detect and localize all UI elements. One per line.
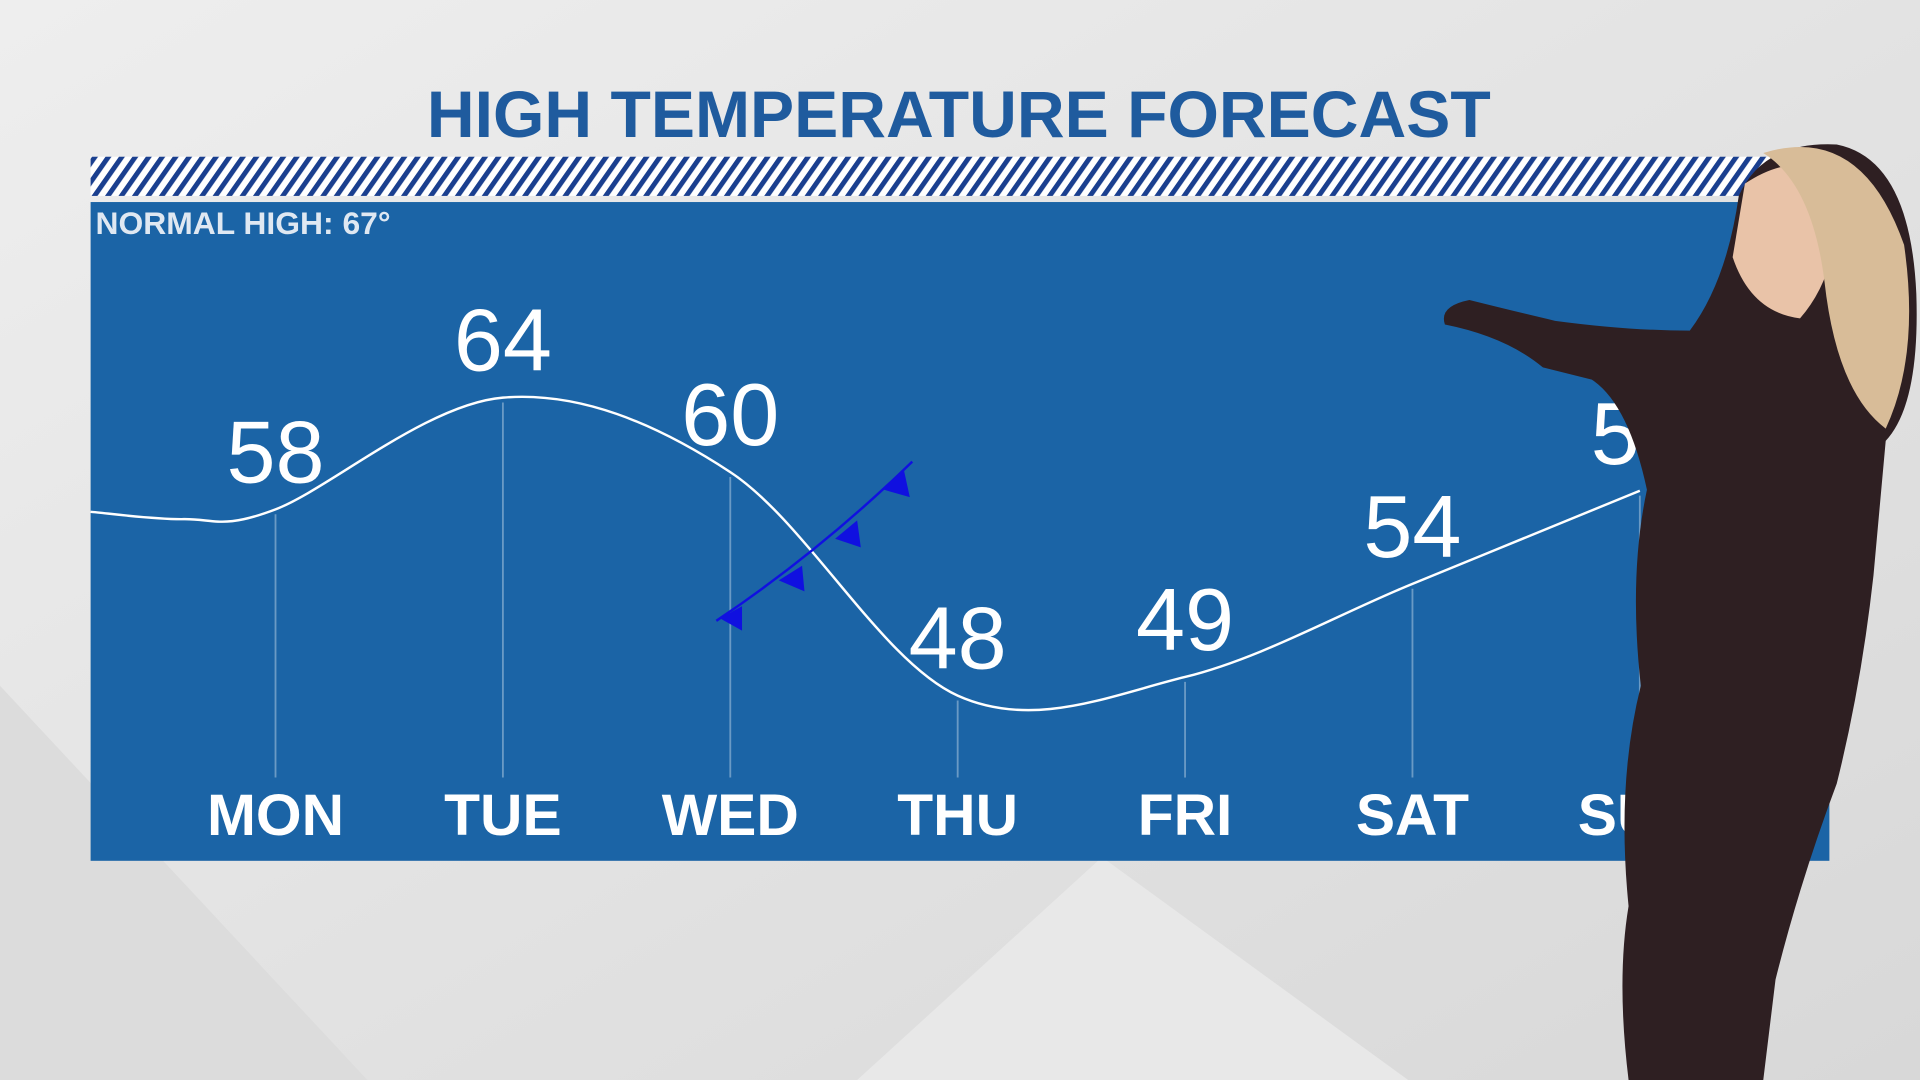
presenter-body (1443, 144, 1917, 1080)
value-label: 64 (454, 291, 552, 390)
value-label: 49 (1136, 570, 1234, 669)
bg-shape (857, 857, 1409, 1080)
chart-panel (90, 202, 1830, 861)
presenter (1443, 144, 1917, 1080)
front-triangle (720, 606, 743, 631)
temperature-line (90, 395, 1641, 712)
value-label: 54 (1363, 477, 1461, 576)
front-triangle (778, 565, 805, 592)
day-label: THU (897, 783, 1018, 848)
day-label: TUE (444, 783, 562, 848)
day-label: FRI (1138, 783, 1233, 848)
hatch-band (90, 156, 1830, 196)
day-label: MON (207, 783, 344, 848)
value-label: 48 (909, 589, 1007, 688)
value-label: 58 (226, 402, 324, 501)
front-triangle (835, 520, 861, 548)
day-label: WED (662, 783, 799, 848)
day-label: SAT (1356, 783, 1469, 848)
normal-high: NORMAL HIGH: 67° (96, 205, 391, 241)
front-triangle (884, 468, 910, 498)
presenter-hair (1763, 146, 1910, 429)
chart-title: HIGH TEMPERATURE FORECAST (427, 78, 1491, 152)
cold-front (715, 460, 914, 631)
value-label: 60 (681, 365, 779, 464)
front-line (715, 460, 914, 622)
